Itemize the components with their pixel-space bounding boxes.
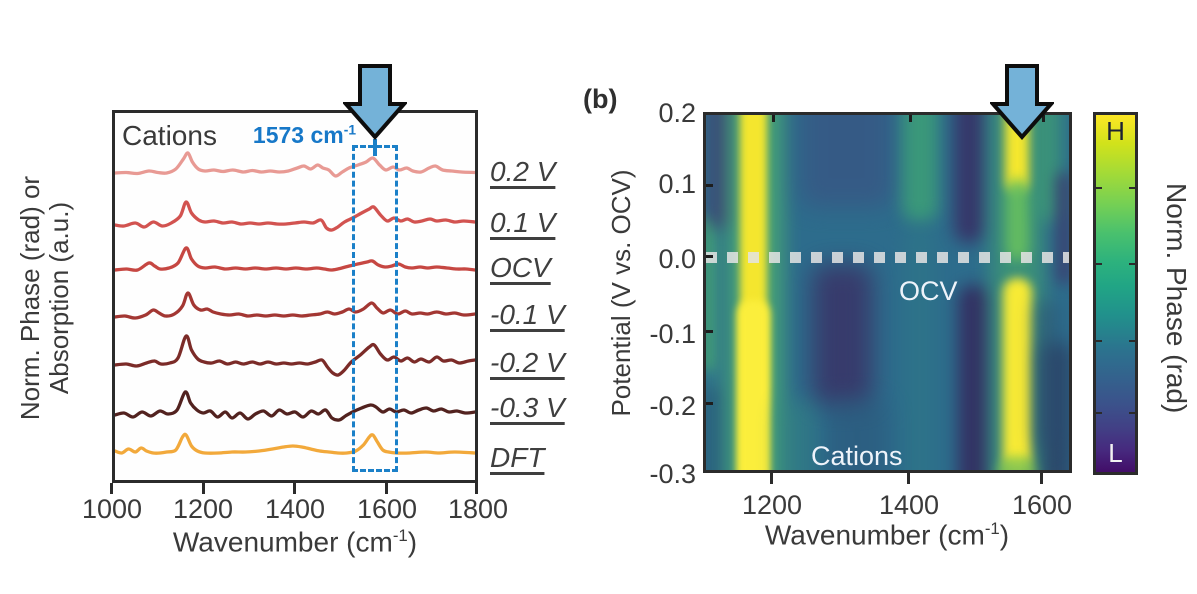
- curve-label-m0-1V: -0.1 V: [490, 299, 565, 330]
- x-label-close: ): [407, 526, 418, 558]
- x-label-text: Wavenumber (cm: [172, 526, 393, 558]
- panel-b-heatmap: OCV Cations: [703, 112, 1072, 473]
- x-label-close: ): [999, 519, 1010, 551]
- spectrum-curve: [115, 334, 475, 377]
- colorbar-low-label: L: [1108, 438, 1123, 468]
- spectrum-curve: [115, 432, 475, 455]
- heatmap-canvas: [706, 115, 1069, 470]
- highlight-arrow-icon: [990, 64, 1054, 140]
- x-label-superscript: -1: [984, 519, 1000, 538]
- colorbar-tick: [1096, 187, 1102, 189]
- x-tick-label: 1000: [81, 494, 143, 524]
- heatmap-feature: [1006, 178, 1029, 261]
- colorbar-tick: [1129, 412, 1135, 414]
- curve-label-m0-2V: -0.2 V: [490, 347, 565, 378]
- x-tick-label: 1200: [741, 490, 803, 520]
- heatmap-feature: [1033, 299, 1058, 449]
- panel-a-spectra-curves: [115, 151, 475, 455]
- heatmap-feature: [958, 285, 992, 470]
- colorbar-tick: [1096, 412, 1102, 414]
- curve-label-ocv: OCV: [490, 252, 551, 283]
- heatmap-left-tick: [706, 255, 713, 258]
- heatmap-feature: [812, 264, 874, 407]
- x-tick: [770, 473, 773, 484]
- x-tick: [907, 473, 910, 484]
- spectrum-curve: [115, 151, 475, 178]
- colorbar-tick: [1129, 187, 1135, 189]
- panel-a-y-axis-label-line2: Absorption (a.u.): [44, 201, 75, 395]
- arrow-pointer-line: [373, 139, 377, 156]
- panel-b-label: (b): [583, 84, 618, 114]
- x-tick: [293, 483, 296, 494]
- x-tick-label: 1600: [1011, 490, 1073, 520]
- heatmap-top-tick: [909, 115, 912, 122]
- curve-label-dft: DFT: [490, 442, 545, 473]
- curve-label-m0-3V: -0.3 V: [490, 392, 565, 423]
- heatmap-cations-label: Cations: [811, 441, 903, 471]
- peak-annotation-text: 1573 cm: [252, 122, 344, 148]
- heatmap-left-tick: [706, 402, 713, 405]
- x-tick-label: 1400: [264, 494, 326, 524]
- heatmap-ocv-label: OCV: [899, 276, 958, 306]
- heatmap-feature: [1056, 171, 1069, 286]
- spectrum-curve: [115, 291, 475, 320]
- panel-a-y-axis-label: Norm. Phase (rad) or Absorption (a.u.): [15, 108, 76, 488]
- heatmap-feature: [706, 214, 716, 371]
- y-tick-label: 0.2: [658, 98, 696, 128]
- heatmap-feature: [1002, 278, 1033, 470]
- heatmap-feature: [800, 115, 894, 208]
- heatmap-top-tick: [1042, 115, 1045, 122]
- panel-a-plot-area: [112, 110, 478, 483]
- highlight-arrow-icon: [343, 64, 407, 140]
- panel-a-title: Cations: [122, 120, 217, 151]
- panel-b-y-axis-label: Potential (V vs. OCV): [606, 169, 636, 417]
- colorbar-tick: [1096, 263, 1102, 265]
- heatmap-feature: [998, 455, 1037, 470]
- spectrum-curve: [115, 246, 475, 272]
- panel-b-x-axis-label: Wavenumber (cm-1): [727, 519, 1047, 551]
- colorbar-tick: [1129, 340, 1135, 342]
- colorbar-high-label: H: [1106, 116, 1125, 146]
- heatmap-feature: [825, 399, 888, 470]
- x-tick: [475, 483, 478, 494]
- heatmap-left-tick: [706, 184, 713, 187]
- x-tick-label: 1600: [356, 494, 418, 524]
- y-tick-label: 0.0: [658, 244, 696, 274]
- heatmap-feature: [706, 384, 726, 470]
- x-tick: [202, 483, 205, 494]
- y-tick-label: -0.2: [649, 391, 696, 421]
- x-tick-label: 1400: [878, 490, 940, 520]
- heatmap-left-tick: [706, 330, 713, 333]
- curve-label-0-2V: 0.2 V: [490, 156, 556, 187]
- x-tick-label: 1800: [447, 494, 509, 524]
- heatmap-feature: [901, 115, 939, 222]
- colorbar-tick: [1096, 340, 1102, 342]
- panel-a-y-axis-label-line1: Norm. Phase (rad) or: [15, 175, 45, 421]
- x-tick: [1040, 473, 1043, 484]
- x-tick: [110, 483, 113, 494]
- peak-annotation-superscript: -1: [343, 122, 356, 138]
- colorbar-axis-label: Norm. Phase (rad): [1161, 182, 1192, 414]
- y-tick-label: -0.3: [649, 459, 696, 489]
- heatmap-top-tick: [772, 115, 775, 122]
- panel-a-x-axis-label: Wavenumber (cm-1): [135, 526, 455, 558]
- heatmap-feature: [777, 399, 815, 470]
- heatmap-feature: [737, 299, 770, 470]
- y-tick-label: -0.1: [649, 319, 696, 349]
- x-tick-label: 1200: [172, 494, 234, 524]
- heatmap-feature: [954, 115, 985, 243]
- x-tick: [385, 483, 388, 494]
- x-label-text: Wavenumber (cm: [764, 519, 985, 551]
- spectrum-curve: [115, 200, 475, 232]
- y-tick-label: 0.1: [658, 169, 696, 199]
- peak-wavenumber-annotation: 1573 cm-1: [226, 122, 356, 149]
- colorbar: [1093, 112, 1138, 475]
- highlight-dashed-box: [352, 145, 398, 472]
- colorbar-tick: [1129, 263, 1135, 265]
- spectrum-curve: [115, 390, 475, 422]
- ocv-dashed-line: [706, 252, 1069, 263]
- x-label-superscript: -1: [392, 526, 408, 545]
- curve-label-0-1V: 0.1 V: [490, 207, 556, 238]
